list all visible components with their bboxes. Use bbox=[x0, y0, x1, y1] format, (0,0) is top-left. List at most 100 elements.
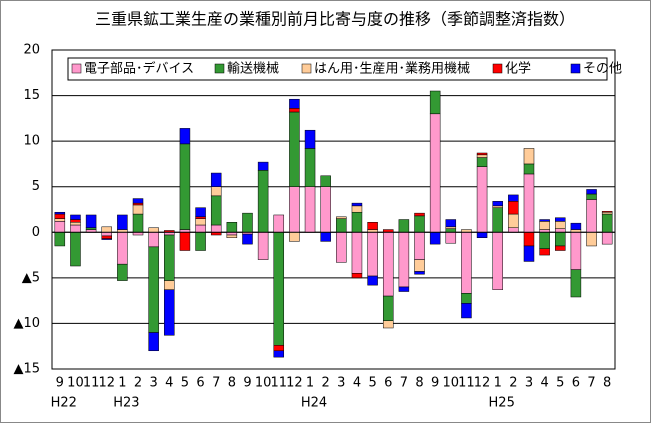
bar-segment bbox=[132, 198, 144, 204]
bar-segment bbox=[523, 245, 535, 262]
y-tick-label: 20 bbox=[23, 43, 40, 58]
bar-segment bbox=[523, 148, 535, 165]
bar-segment bbox=[492, 201, 503, 207]
bar-segment bbox=[101, 238, 112, 240]
bar-segment bbox=[555, 245, 566, 251]
bar-segment bbox=[445, 226, 457, 229]
bar-segment bbox=[304, 148, 316, 187]
bar-segment bbox=[351, 232, 363, 274]
bar-segment bbox=[382, 295, 394, 321]
bar-segment bbox=[398, 232, 410, 288]
bar-segment bbox=[555, 217, 566, 222]
bar-segment bbox=[351, 273, 363, 279]
bar-segment bbox=[367, 275, 378, 286]
bar-segment bbox=[382, 320, 394, 329]
bar-segment bbox=[195, 218, 206, 226]
bar-segment bbox=[320, 175, 331, 187]
bar-segment bbox=[70, 214, 81, 220]
bar-segment bbox=[414, 212, 425, 217]
bar-segment bbox=[351, 211, 363, 233]
bar-segment bbox=[586, 232, 597, 247]
bar-segment bbox=[101, 226, 112, 233]
x-tick-label: 11 bbox=[270, 376, 287, 391]
bar-segment bbox=[179, 143, 191, 230]
x-tick-label: 5 bbox=[368, 376, 376, 391]
bar-segment bbox=[70, 222, 81, 226]
bar-segment bbox=[226, 234, 238, 239]
bar-segment bbox=[320, 186, 331, 233]
bar-segment bbox=[336, 216, 347, 219]
bar-segment bbox=[492, 207, 503, 233]
bar-segment bbox=[70, 232, 81, 267]
x-tick-label: 8 bbox=[228, 376, 236, 391]
bar-segment bbox=[164, 280, 175, 290]
bar-segment bbox=[257, 161, 269, 171]
bar-segment bbox=[179, 232, 191, 251]
legend-box bbox=[67, 57, 608, 81]
bar-segment bbox=[476, 152, 488, 156]
bar-segment bbox=[304, 186, 316, 233]
x-tick-label: 3 bbox=[525, 376, 533, 391]
legend-label: その他 bbox=[583, 62, 622, 77]
bar-segment bbox=[148, 227, 159, 233]
x-tick-label: 3 bbox=[337, 376, 345, 391]
bar-segment bbox=[382, 232, 394, 297]
bar-segment bbox=[461, 303, 472, 319]
bar-segment bbox=[476, 154, 488, 158]
bar-segment bbox=[508, 213, 519, 228]
bar-segment bbox=[289, 232, 300, 242]
bar-segment bbox=[179, 128, 191, 145]
bar-segment bbox=[539, 232, 550, 249]
y-tick-label: 5 bbox=[32, 179, 40, 194]
bar-segment bbox=[132, 204, 144, 215]
bar-segment bbox=[508, 201, 519, 215]
bar-segment bbox=[210, 224, 222, 233]
bar-segment bbox=[523, 173, 535, 233]
x-group-label: H22 bbox=[51, 396, 77, 411]
bar-segment bbox=[85, 214, 97, 228]
bar-segment bbox=[555, 232, 566, 247]
bar-segment bbox=[210, 172, 222, 187]
y-tick-label: 0 bbox=[32, 225, 40, 240]
x-group-label: H25 bbox=[489, 396, 515, 411]
bar-segment bbox=[508, 227, 519, 233]
bar-segment bbox=[429, 232, 441, 245]
x-tick-label: 4 bbox=[165, 376, 173, 391]
bar-segment bbox=[539, 221, 550, 230]
bar-segment bbox=[164, 234, 175, 281]
x-tick-label: 9 bbox=[243, 376, 251, 391]
bar-segment bbox=[289, 186, 300, 233]
bar-segment bbox=[132, 202, 144, 206]
bar-segment bbox=[210, 186, 222, 197]
legend-label: 輸送機械 bbox=[227, 62, 279, 77]
x-tick-label: 8 bbox=[603, 376, 611, 391]
bar-segment bbox=[257, 232, 269, 260]
bar-segment bbox=[336, 218, 347, 233]
x-tick-label: 5 bbox=[556, 376, 564, 391]
bar-segment bbox=[351, 202, 363, 207]
x-tick-label: 3 bbox=[150, 376, 158, 391]
bar-segment bbox=[148, 332, 159, 352]
x-tick-label: 10 bbox=[443, 376, 460, 391]
bar-segment bbox=[586, 189, 597, 195]
bar-segment bbox=[242, 212, 253, 233]
legend-swatch bbox=[71, 63, 82, 74]
legend-label: はん用･生産用･業務用機械 bbox=[314, 61, 470, 77]
x-tick-label: 6 bbox=[572, 376, 580, 391]
bar-segment bbox=[195, 232, 206, 251]
bar-segment bbox=[54, 213, 66, 219]
x-tick-label: 12 bbox=[98, 376, 115, 391]
bar-segment bbox=[523, 232, 535, 247]
bar-segment bbox=[210, 195, 222, 226]
bar-segment bbox=[570, 222, 582, 230]
x-group-label: H24 bbox=[301, 396, 327, 411]
bar-segment bbox=[586, 199, 597, 233]
bar-segment bbox=[601, 232, 613, 245]
x-tick-label: 6 bbox=[384, 376, 392, 391]
bar-segment bbox=[414, 215, 425, 233]
bar-segment bbox=[273, 232, 285, 346]
bar-segment bbox=[117, 214, 128, 230]
x-tick-label: 10 bbox=[255, 376, 272, 391]
legend-swatch bbox=[492, 63, 503, 74]
